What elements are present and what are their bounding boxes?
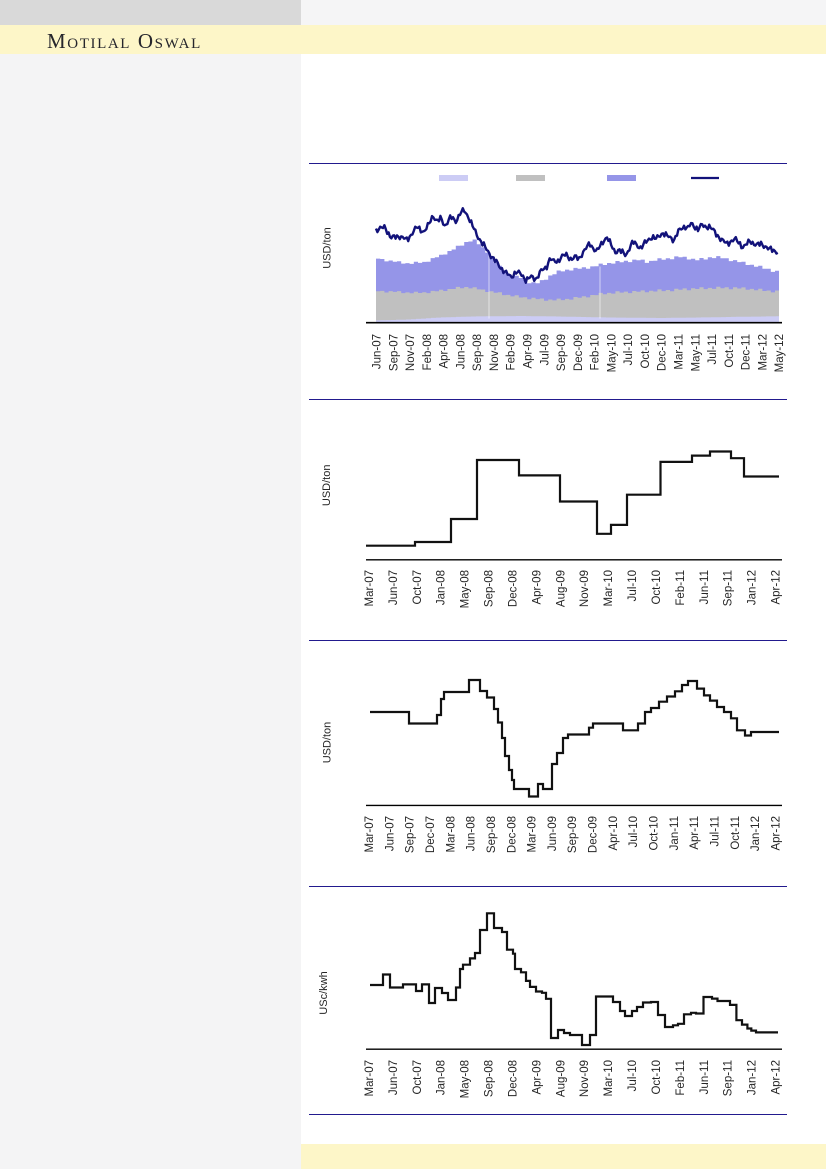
svg-text:Oct-10: Oct-10 (649, 816, 661, 851)
svg-text:Feb-10: Feb-10 (590, 334, 602, 370)
svg-text:Jan-11: Jan-11 (669, 816, 681, 850)
svg-text:Apr-10: Apr-10 (608, 816, 620, 851)
svg-text:Jun-09: Jun-09 (547, 816, 559, 851)
svg-text:Jan-08: Jan-08 (436, 570, 448, 605)
svg-text:Dec-10: Dec-10 (657, 334, 669, 371)
svg-text:Feb-09: Feb-09 (506, 334, 518, 370)
svg-text:Jun-07: Jun-07 (388, 1060, 400, 1095)
svg-text:Mar-07: Mar-07 (364, 570, 376, 606)
svg-text:Jun-07: Jun-07 (384, 816, 396, 851)
svg-text:USc/kwh: USc/kwh (318, 971, 330, 1014)
svg-text:Oct-10: Oct-10 (651, 1060, 663, 1095)
svg-text:Jul-10: Jul-10 (627, 570, 639, 601)
svg-text:Dec-11: Dec-11 (741, 334, 753, 370)
svg-text:USD/ton: USD/ton (321, 227, 333, 269)
svg-text:Jun-11: Jun-11 (699, 570, 711, 604)
svg-text:Oct-10: Oct-10 (640, 334, 652, 369)
svg-text:Aug-09: Aug-09 (555, 1060, 567, 1097)
svg-text:Apr-08: Apr-08 (439, 334, 451, 369)
svg-text:Apr-12: Apr-12 (771, 1060, 783, 1095)
svg-text:Dec-07: Dec-07 (425, 816, 437, 853)
svg-text:Apr-12: Apr-12 (771, 570, 783, 605)
svg-text:Jun-08: Jun-08 (466, 816, 478, 851)
svg-text:Sep-08: Sep-08 (486, 816, 498, 853)
svg-text:Oct-07: Oct-07 (412, 570, 424, 605)
svg-text:Dec-08: Dec-08 (508, 570, 520, 607)
svg-text:Oct-11: Oct-11 (730, 816, 742, 850)
svg-text:Mar-07: Mar-07 (364, 1060, 376, 1096)
svg-text:Sep-09: Sep-09 (556, 334, 568, 371)
svg-text:Sep-08: Sep-08 (484, 1060, 496, 1097)
svg-text:Jun-11: Jun-11 (699, 1060, 711, 1094)
svg-text:Jan-08: Jan-08 (436, 1060, 448, 1095)
svg-text:Feb-11: Feb-11 (675, 1060, 687, 1096)
svg-text:Mar-08: Mar-08 (445, 816, 457, 852)
svg-text:USD/ton: USD/ton (321, 465, 333, 507)
svg-text:Mar-10: Mar-10 (603, 1060, 615, 1096)
svg-text:Sep-07: Sep-07 (388, 334, 400, 371)
svg-text:Nov-08: Nov-08 (489, 334, 501, 371)
svg-text:Oct-07: Oct-07 (412, 1060, 424, 1095)
svg-text:Sep-11: Sep-11 (723, 1060, 735, 1096)
svg-text:Jun-07: Jun-07 (388, 570, 400, 605)
svg-text:Mar-09: Mar-09 (527, 816, 539, 852)
svg-text:USD/ton: USD/ton (321, 722, 333, 764)
svg-text:Oct-11: Oct-11 (724, 334, 736, 368)
svg-text:Jul-09: Jul-09 (539, 334, 551, 365)
svg-text:Jul-11: Jul-11 (710, 816, 722, 846)
svg-text:Mar-07: Mar-07 (364, 816, 376, 852)
svg-text:Jun-07: Jun-07 (372, 334, 384, 369)
svg-text:Sep-08: Sep-08 (484, 570, 496, 607)
svg-text:Sep-11: Sep-11 (723, 570, 735, 606)
svg-text:May-10: May-10 (606, 334, 618, 372)
svg-text:Aug-09: Aug-09 (555, 570, 567, 607)
svg-text:Jun-08: Jun-08 (455, 334, 467, 369)
svg-text:Mar-12: Mar-12 (757, 334, 769, 370)
svg-text:May-11: May-11 (690, 334, 702, 372)
svg-text:Jul-10: Jul-10 (623, 334, 635, 365)
svg-text:May-08: May-08 (460, 1060, 472, 1098)
svg-text:Apr-09: Apr-09 (531, 1060, 543, 1095)
svg-text:Nov-09: Nov-09 (579, 1060, 591, 1097)
svg-text:Dec-08: Dec-08 (506, 816, 518, 853)
svg-text:Nov-07: Nov-07 (405, 334, 417, 371)
svg-text:Jan-12: Jan-12 (750, 816, 762, 851)
svg-text:Apr-09: Apr-09 (523, 334, 535, 369)
svg-text:Dec-08: Dec-08 (508, 1060, 520, 1097)
svg-text:Sep-07: Sep-07 (405, 816, 417, 853)
svg-text:Oct-10: Oct-10 (651, 570, 663, 605)
svg-text:Feb-08: Feb-08 (422, 334, 434, 370)
svg-text:May-08: May-08 (460, 570, 472, 608)
svg-text:Sep-08: Sep-08 (472, 334, 484, 371)
svg-text:Apr-09: Apr-09 (531, 570, 543, 605)
svg-text:Apr-12: Apr-12 (771, 816, 783, 851)
svg-text:Jan-12: Jan-12 (747, 570, 759, 605)
svg-text:Jul-10: Jul-10 (628, 816, 640, 847)
svg-text:Nov-09: Nov-09 (579, 570, 591, 607)
svg-text:Jul-10: Jul-10 (627, 1060, 639, 1091)
svg-text:Jul-11: Jul-11 (707, 334, 719, 364)
svg-text:Mar-10: Mar-10 (603, 570, 615, 606)
svg-text:Jan-12: Jan-12 (747, 1060, 759, 1095)
svg-text:Apr-11: Apr-11 (689, 816, 701, 850)
svg-text:Dec-09: Dec-09 (588, 816, 600, 853)
svg-text:Feb-11: Feb-11 (675, 570, 687, 606)
svg-text:Mar-11: Mar-11 (674, 334, 686, 370)
svg-text:May-12: May-12 (774, 334, 786, 372)
svg-text:Dec-09: Dec-09 (573, 334, 585, 371)
svg-text:Sep-09: Sep-09 (567, 816, 579, 853)
